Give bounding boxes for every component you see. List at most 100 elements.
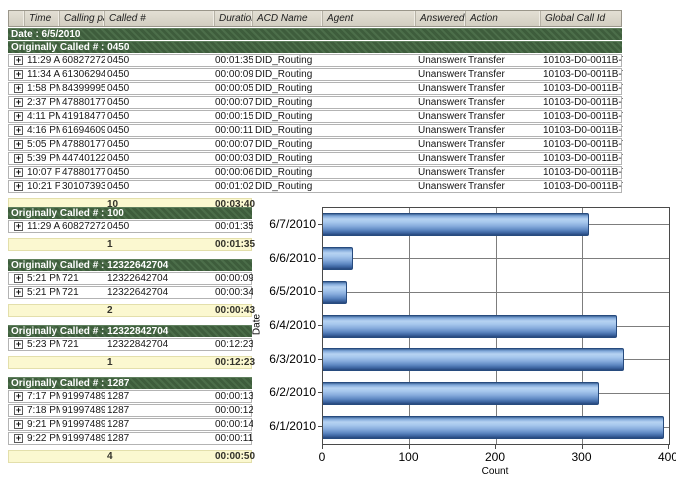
expand-row-button[interactable]: + — [14, 273, 23, 283]
expand-row-button[interactable]: + — [14, 433, 23, 443]
cell-called-number: 0450 — [107, 97, 130, 108]
cell-time: 7:18 PM — [27, 405, 60, 416]
expand-cell: + — [9, 181, 25, 192]
cell-calling-party: 4788017770 — [62, 97, 105, 108]
cell-global-call-id: 10103-D0-0011B-77F — [543, 181, 623, 192]
cell-time: 9:22 PM — [27, 433, 60, 444]
column-header-calling: Calling party # — [60, 11, 105, 26]
cell-called-number: 1287 — [107, 405, 130, 416]
cell-duration: 00:00:09 — [215, 273, 253, 284]
cell-agent — [323, 111, 416, 122]
cell-answered: Unanswered — [418, 97, 466, 108]
summary-spacer — [9, 451, 25, 462]
cell-time: 9:21 PM — [27, 419, 60, 430]
table-row: +5:05 PM47880177700450 00:00:07DID_Routin… — [8, 138, 623, 151]
cell-time: 5:23 PM — [27, 339, 60, 350]
table-row: +7:17 PM91997489521287 00:00:13 — [8, 390, 253, 403]
expand-row-button[interactable]: + — [14, 153, 23, 163]
cell-acd-name: DID_Routing — [255, 125, 313, 136]
x-axis-tick-label: 200 — [484, 450, 506, 464]
bar-6-2-2010 — [323, 381, 599, 405]
x-axis-tick-label: 300 — [571, 450, 592, 464]
cell-calling-party: 6130629432 — [62, 69, 105, 80]
expand-cell: + — [9, 391, 25, 402]
summary-count: 10 — [107, 199, 119, 210]
expand-row-button[interactable]: + — [14, 55, 23, 65]
cell-time: 5:39 PM — [27, 153, 60, 164]
y-axis-tick — [318, 325, 322, 326]
expand-row-button[interactable]: + — [14, 287, 23, 297]
x-axis-tick — [495, 444, 496, 449]
expand-row-button[interactable]: + — [14, 339, 23, 349]
column-header-answered: Answered — [416, 11, 466, 26]
cell-duration: 00:00:07 — [215, 139, 253, 150]
expand-row-button[interactable]: + — [14, 391, 23, 401]
cell-called-number: 12322642704 — [107, 273, 169, 284]
expand-row-button[interactable]: + — [14, 405, 23, 415]
expand-row-button[interactable]: + — [14, 69, 23, 79]
cell-time: 2:37 PM — [27, 97, 60, 108]
call-group-table: Originally Called # : 12322842704 +5:23 P… — [8, 325, 255, 369]
cell-calling-party: 9199748952 — [62, 405, 105, 416]
x-axis-tick — [322, 444, 323, 449]
cell-acd-name: DID_Routing — [255, 69, 313, 80]
table-row: +5:21 PM721 12322642704 00:00:34 — [8, 286, 253, 299]
cell-duration: 00:00:34 — [215, 287, 253, 298]
chart-x-axis-title: Count — [481, 466, 509, 477]
expand-row-button[interactable]: + — [14, 419, 23, 429]
cell-global-call-id: 10103-D0-0011B-772 — [543, 111, 623, 122]
cell-called-number: 0450 — [107, 83, 130, 94]
cell-action: Transfer — [468, 111, 505, 122]
expand-row-button[interactable]: + — [14, 181, 23, 191]
expand-row-button[interactable]: + — [14, 167, 23, 177]
summary-duration: 00:00:43 — [215, 305, 256, 316]
expand-cell: + — [9, 167, 25, 178]
called-group-header: Originally Called # : 0450 — [8, 41, 622, 53]
y-axis-tick — [318, 358, 322, 360]
cell-duration: 00:00:03 — [215, 153, 253, 164]
cell-action: Transfer — [468, 153, 505, 164]
call-group-table: Originally Called # : 12322642704 +5:21 P… — [8, 259, 256, 317]
cell-called-number: 0450 — [107, 153, 130, 164]
cell-called-number: 0450 — [107, 111, 130, 122]
cell-duration: 00:00:15 — [215, 111, 253, 122]
group-summary-row: 1 00:01:35 — [8, 238, 255, 251]
cell-agent — [323, 153, 416, 164]
cell-calling-party: 9199748952 — [62, 433, 105, 444]
cell-time: 1:58 PM — [27, 83, 60, 94]
expand-row-button[interactable]: + — [14, 83, 23, 93]
table-row: +5:21 PM721 12322642704 00:00:09 — [8, 272, 253, 285]
cell-time: 11:34 AM — [27, 69, 60, 80]
cell-called-number: 0450 — [107, 139, 130, 150]
expand-row-button[interactable]: + — [14, 111, 23, 121]
cell-action: Transfer — [468, 69, 505, 80]
cell-acd-name: DID_Routing — [255, 97, 313, 108]
cell-answered: Unanswered — [418, 167, 466, 178]
expand-row-button[interactable]: + — [14, 221, 23, 231]
bar-6-7-2010 — [323, 213, 590, 237]
group-summary-row: 4 00:00:50 — [8, 450, 255, 463]
table-row: +11:29 AM60827272870450 00:01:35 — [8, 220, 253, 233]
date-group-header: Date : 6/5/2010 — [8, 28, 622, 40]
cell-acd-name: DID_Routing — [255, 181, 313, 192]
cell-time: 7:17 PM — [27, 391, 60, 402]
cell-time: 5:05 PM — [27, 139, 60, 150]
expand-row-button[interactable]: + — [14, 139, 23, 149]
summary-spacer — [9, 305, 25, 316]
expand-row-button[interactable]: + — [14, 97, 23, 107]
cell-time: 5:21 PM — [27, 287, 60, 298]
summary-spacer — [60, 451, 105, 462]
cell-global-call-id: 10103-D0-0011B-773 — [543, 125, 623, 136]
cell-agent — [323, 167, 416, 178]
y-axis-tick-label: 6/1/2010 — [269, 419, 316, 434]
y-axis-tick — [318, 426, 322, 428]
cell-calling-party: 8439999581 — [62, 83, 105, 94]
y-axis-tick-label: 6/4/2010 — [269, 318, 316, 332]
expand-row-button[interactable]: + — [14, 125, 23, 135]
cell-duration: 00:12:23 — [215, 339, 253, 350]
table-row: +10:07 PM47880177700450 00:00:06DID_Routi… — [8, 166, 623, 179]
x-axis-tick — [581, 444, 583, 449]
cell-agent — [323, 69, 416, 80]
